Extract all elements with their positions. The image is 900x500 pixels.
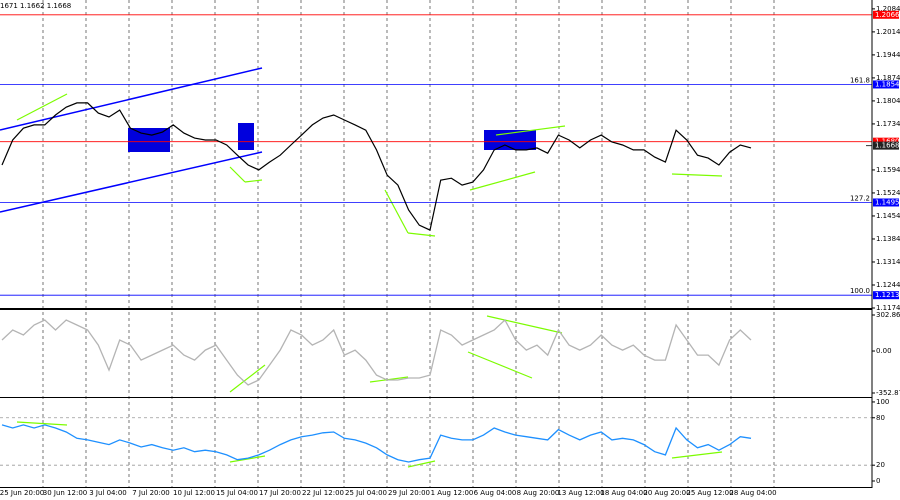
- trend-line: [671, 173, 723, 177]
- fib-label: 100.0: [850, 287, 870, 295]
- y-tick-label: 1.1944: [876, 51, 900, 59]
- divergence-lines: [16, 93, 723, 468]
- y-tick-label: 1.1804: [876, 97, 900, 105]
- x-tick-label: 29 Jul 20:00: [388, 489, 430, 497]
- x-tick-label: 17 Jul 20:00: [259, 489, 301, 497]
- x-tick-label: 30 Jun 12:00: [43, 489, 87, 497]
- channel-line: [0, 151, 263, 213]
- y-tick-label: 1.1734: [876, 120, 900, 128]
- x-tick-label: 25 Aug 12:00: [686, 489, 733, 497]
- x-tick-label: 28 Aug 04:00: [729, 489, 776, 497]
- trend-line: [486, 315, 563, 334]
- trend-line: [495, 125, 566, 136]
- y-tick-label: 1.1874: [876, 74, 900, 82]
- level-label: 1.1854: [875, 80, 900, 88]
- y-tick-label: 80: [876, 414, 885, 422]
- x-tick-label: 7 Jul 20:00: [132, 489, 170, 497]
- y-tick-label: 20: [876, 461, 885, 469]
- channel-line: [0, 67, 263, 131]
- series-line: [1, 424, 752, 463]
- level-label: 1.1495: [875, 198, 900, 206]
- x-tick-label: 18 Aug 04:00: [600, 489, 647, 497]
- x-tick-label: 10 Jul 12:00: [173, 489, 215, 497]
- y-tick-label: 1.1384: [876, 235, 900, 243]
- level-label: 1.1213: [875, 291, 900, 299]
- fib-label: 127.2: [850, 194, 870, 202]
- y-tick-label: 1.2084: [876, 5, 900, 13]
- x-tick-label: 1 Aug 12:00: [431, 489, 474, 497]
- level-label-box: [873, 10, 899, 19]
- trend-line: [467, 351, 533, 379]
- y-tick-label: 1.1594: [876, 166, 900, 174]
- x-tick-label: 6 Aug 04:00: [474, 489, 517, 497]
- y-tick-label: 1.1314: [876, 258, 900, 266]
- ohlc-header: 1671 1.1662 1.1668: [0, 2, 71, 10]
- trend-line: [229, 166, 246, 183]
- x-tick-label: 25 Jun 20:00: [0, 489, 44, 497]
- y-tick-label: 0.00: [876, 347, 892, 355]
- x-tick-label: 8 Aug 20:00: [517, 489, 560, 497]
- x-tick-label: 22 Jul 12:00: [302, 489, 344, 497]
- trend-line: [16, 93, 68, 121]
- drawings: [0, 67, 723, 468]
- last-price-box: [873, 141, 899, 150]
- level-label-box: [873, 291, 899, 300]
- y-tick-label: 0: [876, 477, 880, 485]
- y-tick-label: 1.1244: [876, 281, 900, 289]
- trend-line: [384, 189, 409, 234]
- last-price-label: 1.1668: [875, 142, 900, 150]
- trend-line: [229, 455, 266, 463]
- x-tick-label: 13 Aug 12:00: [557, 489, 604, 497]
- x-tick-label: 25 Jul 04:00: [345, 489, 387, 497]
- y-tick-label: -352.872: [876, 389, 900, 397]
- trend-line: [16, 421, 68, 426]
- trend-line: [244, 179, 263, 183]
- x-tick-label: 3 Jul 04:00: [89, 489, 127, 497]
- series-line: [1, 102, 752, 231]
- fib-label: 161.8: [850, 76, 870, 84]
- x-tick-label: 15 Jul 04:00: [216, 489, 258, 497]
- trend-line: [407, 460, 436, 468]
- y-tick-label: 1.1174: [876, 304, 900, 312]
- y-tick-label: 1.2014: [876, 28, 900, 36]
- x-tick-label: 20 Aug 20:00: [643, 489, 690, 497]
- trend-line: [229, 364, 266, 393]
- level-label-box: [873, 80, 899, 89]
- level-label-box: [873, 198, 899, 207]
- trend-line: [469, 171, 536, 191]
- level-label: 1.2066: [875, 11, 900, 19]
- series-line: [1, 318, 752, 386]
- y-tick-label: 1.1524: [876, 189, 900, 197]
- y-tick-label: 100: [876, 398, 889, 406]
- y-tick-label: 302.8654: [876, 311, 900, 319]
- zone-box: [238, 123, 254, 150]
- trend-line: [407, 232, 436, 237]
- y-tick-label: 1.1454: [876, 212, 900, 220]
- trend-line: [671, 451, 723, 459]
